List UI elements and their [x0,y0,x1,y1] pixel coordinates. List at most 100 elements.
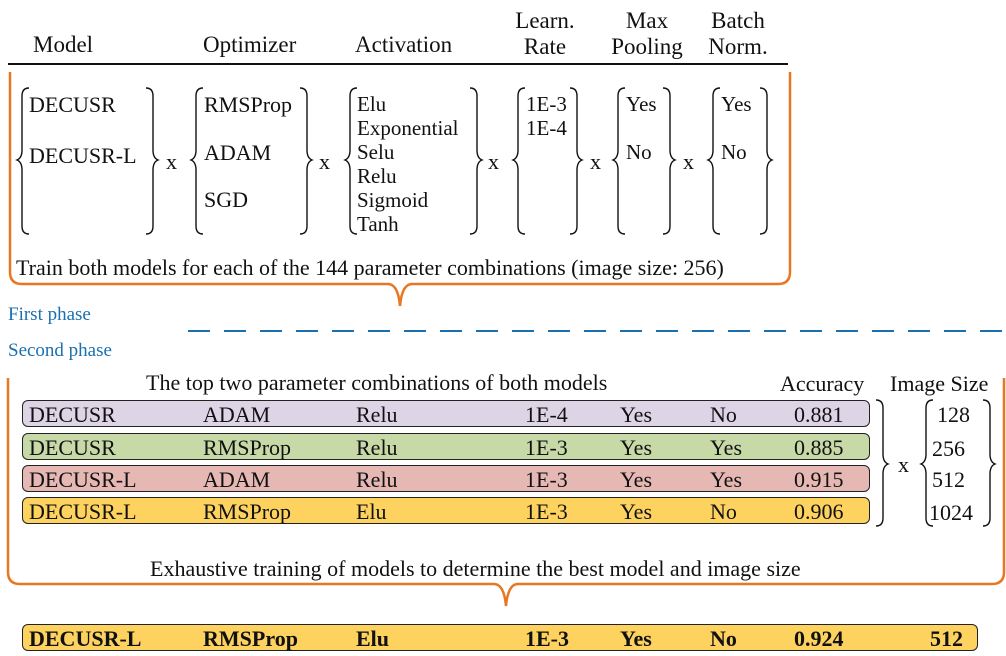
row-model: DECUSR-L [29,467,137,492]
combination-row: DECUSR-L ADAM Relu 1E-3 Yes Yes 0.915 [22,465,870,492]
best-image-size: 512 [930,626,963,651]
row-batch-norm: Yes [710,435,743,460]
pooling-close-brace [662,87,677,235]
header-model: Model [33,32,94,57]
image-size-header: Image Size [890,371,989,396]
image-size-option-3: 512 [932,467,965,492]
activation-option-5: Sigmoid [357,188,429,212]
learn-rate-option-2: 1E-4 [526,116,567,140]
row-activation: Relu [356,467,398,492]
model-option-1: DECUSR [29,92,116,117]
sizes-open-brace [919,399,934,527]
activation-option-4: Relu [357,164,397,188]
row-optimizer: RMSProp [203,499,292,524]
batchnorm-option-2: No [721,140,747,164]
pooling-open-brace [611,87,626,235]
header-max-pooling-line2: Pooling [611,34,683,59]
header-batch-norm-line2: Norm. [708,34,768,59]
learn-rates-open-brace [511,87,526,235]
row-learn-rate: 1E-3 [525,467,568,492]
times-sign-2: x [319,149,330,174]
second-phase-label: Second phase [8,340,112,361]
header-activation: Activation [355,32,453,57]
row-activation: Relu [356,435,398,460]
learn-rates-close-brace [569,87,584,235]
phase1-frame [8,72,792,307]
row-accuracy: 0.885 [794,435,844,460]
best-optimizer: RMSProp [203,626,298,651]
combination-row: DECUSR-L RMSProp Elu 1E-3 Yes No 0.906 [22,497,870,524]
best-activation: Elu [356,626,390,651]
header-learn-rate-line1: Learn. [515,8,575,33]
row-activation: Elu [356,499,387,524]
row-accuracy: 0.915 [794,467,844,492]
times-sign-1: x [166,149,177,174]
rows-close-brace [875,399,890,527]
row-learn-rate: 1E-3 [525,435,568,460]
row-batch-norm: No [710,402,737,427]
optimizers-close-brace [299,87,314,235]
phase1-caption: Train both models for each of the 144 pa… [16,255,724,280]
best-accuracy: 0.924 [794,626,844,651]
first-phase-label: First phase [8,304,91,325]
row-pooling: Yes [620,402,653,427]
phase2-frame [6,378,1006,607]
row-model: DECUSR [29,435,116,460]
phase2-caption: Exhaustive training of models to determi… [150,556,801,581]
row-optimizer: RMSProp [203,435,292,460]
times-sign-4: x [590,149,601,174]
row-optimizer: ADAM [203,467,271,492]
row-pooling: Yes [620,499,653,524]
image-size-option-1: 128 [937,402,970,427]
row-learn-rate: 1E-3 [525,499,568,524]
row-optimizer: ADAM [203,402,271,427]
optimizer-option-3: SGD [204,187,249,212]
combination-row: DECUSR RMSProp Relu 1E-3 Yes Yes 0.885 [22,433,870,460]
best-model: DECUSR-L [29,626,142,651]
image-size-option-4: 1024 [929,500,973,525]
row-pooling: Yes [620,435,653,460]
optimizer-option-2: ADAM [204,140,272,165]
row-batch-norm: Yes [710,467,743,492]
activation-option-1: Elu [357,92,387,116]
batchnorm-open-brace [706,87,721,235]
activations-open-brace [343,87,358,235]
learn-rate-option-1: 1E-3 [526,92,567,116]
activation-option-6: Tanh [357,212,399,236]
image-size-option-2: 256 [932,436,965,461]
header-batch-norm-line1: Batch [711,8,765,33]
best-pooling: Yes [620,626,652,651]
best-result-row: DECUSR-L RMSProp Elu 1E-3 Yes No 0.924 5… [22,624,978,651]
row-learn-rate: 1E-4 [525,402,568,427]
combination-row: DECUSR ADAM Relu 1E-4 Yes No 0.881 [22,400,870,427]
row-model: DECUSR [29,402,116,427]
models-open-brace [15,87,30,235]
header-optimizer: Optimizer [203,32,297,57]
times-sign-5: x [683,149,694,174]
activation-option-2: Exponential [357,116,459,140]
row-model: DECUSR-L [29,499,137,524]
optimizer-option-1: RMSProp [204,92,293,117]
row-batch-norm: No [710,499,737,524]
row-activation: Relu [356,402,398,427]
header-learn-rate-line2: Rate [523,34,567,59]
accuracy-header: Accuracy [780,371,865,396]
activations-close-brace [469,87,484,235]
row-accuracy: 0.906 [794,499,844,524]
pooling-option-2: No [626,140,652,164]
header-max-pooling-line1: Max [625,8,669,33]
optimizers-open-brace [189,87,204,235]
times-sign-6: x [898,452,909,477]
best-learn-rate: 1E-3 [525,626,569,651]
batchnorm-option-1: Yes [721,92,752,116]
models-close-brace [145,87,160,235]
model-option-2: DECUSR-L [29,143,137,168]
row-accuracy: 0.881 [794,402,844,427]
phase2-title: The top two parameter combinations of bo… [146,370,608,395]
row-pooling: Yes [620,467,653,492]
activation-option-3: Selu [357,140,395,164]
batchnorm-close-brace [759,87,774,235]
best-batch-norm: No [710,626,737,651]
